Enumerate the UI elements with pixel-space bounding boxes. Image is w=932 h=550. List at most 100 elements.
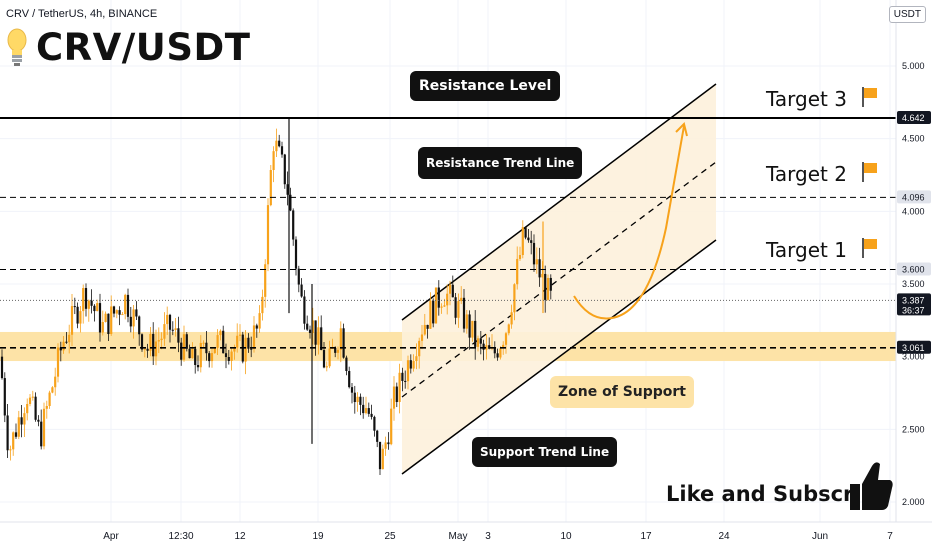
candle-body-168: [471, 320, 474, 338]
candle-body-137: [384, 442, 387, 449]
candle-body-106: [297, 268, 300, 285]
price-label-4.642: 4.642: [902, 113, 925, 123]
candle-body-178: [499, 348, 502, 358]
candle-body-69: [194, 348, 197, 365]
candle-body-155: [434, 287, 438, 324]
unit-badge[interactable]: USDT: [888, 6, 926, 23]
candle-body-108: [303, 296, 306, 324]
x-tick-2: 12: [234, 531, 246, 542]
candle-body-46: [129, 316, 132, 327]
candle-body-94: [264, 264, 267, 297]
y-tick-3.000: 3.000: [902, 352, 925, 362]
candle-body-179: [502, 344, 505, 349]
candle-body-165: [462, 297, 466, 329]
candle-body-95: [266, 205, 270, 265]
candle-body-45: [126, 294, 130, 317]
candle-body-60: [168, 314, 172, 330]
candle-body-15: [42, 408, 46, 447]
candle-body-67: [188, 348, 191, 359]
x-tick-10: Jun: [812, 531, 828, 542]
candle-body-182: [510, 312, 513, 325]
candle-body-75: [210, 353, 214, 362]
flag-icon: [862, 162, 878, 182]
candle-body-105: [294, 239, 298, 269]
price-label-countdown: 36:37: [902, 305, 925, 315]
candle-body-139: [390, 408, 393, 445]
candle-body-5: [14, 432, 18, 437]
candle-body-196: [549, 277, 552, 291]
resistance-level-label: Resistance Level: [419, 78, 552, 94]
candle-body-147: [412, 361, 415, 369]
candle-body-97: [272, 151, 275, 171]
candle-body-52: [146, 348, 149, 351]
candle-body-21: [59, 347, 62, 351]
candle-body-187: [524, 227, 527, 238]
candle-body-163: [457, 301, 460, 318]
candle-body-132: [370, 413, 373, 417]
candle-body-81: [227, 357, 230, 361]
candle-body-27: [76, 306, 79, 324]
candle-body-111: [311, 320, 314, 333]
thumbs-up-icon: [848, 458, 894, 514]
candle-body-50: [140, 334, 144, 350]
x-tick-5: May: [449, 531, 468, 542]
candle-body-37: [104, 313, 107, 322]
candle-body-161: [451, 284, 454, 298]
candle-body-129: [362, 404, 365, 414]
candle-body-39: [110, 306, 113, 335]
candle-body-24: [68, 334, 71, 343]
candle-body-54: [152, 333, 155, 357]
candle-body-180: [504, 333, 508, 345]
candle-body-158: [443, 305, 446, 307]
candle-body-157: [440, 306, 443, 308]
x-tick-6: 3: [485, 531, 491, 542]
candle-body-91: [255, 325, 258, 329]
candle-body-172: [482, 343, 485, 350]
candle-body-66: [185, 334, 188, 349]
x-tick-0: Apr: [103, 531, 119, 542]
candle-body-171: [479, 338, 482, 344]
candle-body-71: [199, 342, 202, 368]
candle-body-110: [308, 329, 312, 333]
target-3-text: Target 3: [766, 87, 847, 111]
candle-body-102: [286, 184, 289, 195]
price-label-3.600: 3.600: [902, 264, 925, 274]
candle-body-100: [280, 146, 284, 155]
candle-body-126: [353, 392, 356, 403]
candle-body-121: [339, 328, 342, 350]
price-label-bg: [897, 340, 931, 354]
projection-arrowhead: [675, 122, 688, 137]
price-label-bg: [897, 262, 931, 276]
candle-body-4: [12, 432, 15, 450]
candle-body-51: [143, 348, 146, 350]
x-tick-9: 24: [718, 531, 730, 542]
candle-body-115: [322, 350, 326, 368]
candle-body-194: [544, 273, 547, 300]
candle-body-134: [376, 430, 379, 442]
candle-body-13: [37, 419, 40, 422]
candle-body-185: [518, 255, 522, 259]
candle-body-109: [306, 323, 309, 330]
candle-body-176: [493, 347, 496, 354]
resistance-trend-label: Resistance Trend Line: [426, 156, 575, 170]
y-tick-2.000: 2.000: [902, 497, 925, 507]
target-1-label: Target 1: [766, 237, 879, 262]
candle-body-135: [378, 441, 382, 470]
price-label-bg: [897, 111, 931, 125]
candle-body-33: [93, 305, 96, 312]
candle-body-124: [348, 370, 351, 388]
price-label-3.387: 3.387: [902, 295, 925, 305]
candle-body-25: [70, 306, 74, 335]
candle-body-38: [107, 313, 110, 335]
candle-body-119: [334, 348, 337, 353]
candle-body-56: [157, 340, 160, 342]
y-tick-2.500: 2.500: [902, 424, 925, 434]
candle-body-156: [437, 287, 440, 308]
candle-body-85: [238, 334, 242, 336]
candle-body-64: [180, 342, 183, 360]
candle-body-145: [406, 360, 410, 382]
x-tick-3: 19: [312, 531, 324, 542]
candle-body-16: [45, 405, 48, 409]
price-channel: [401, 83, 717, 475]
target-3-label: Target 3: [766, 86, 879, 111]
